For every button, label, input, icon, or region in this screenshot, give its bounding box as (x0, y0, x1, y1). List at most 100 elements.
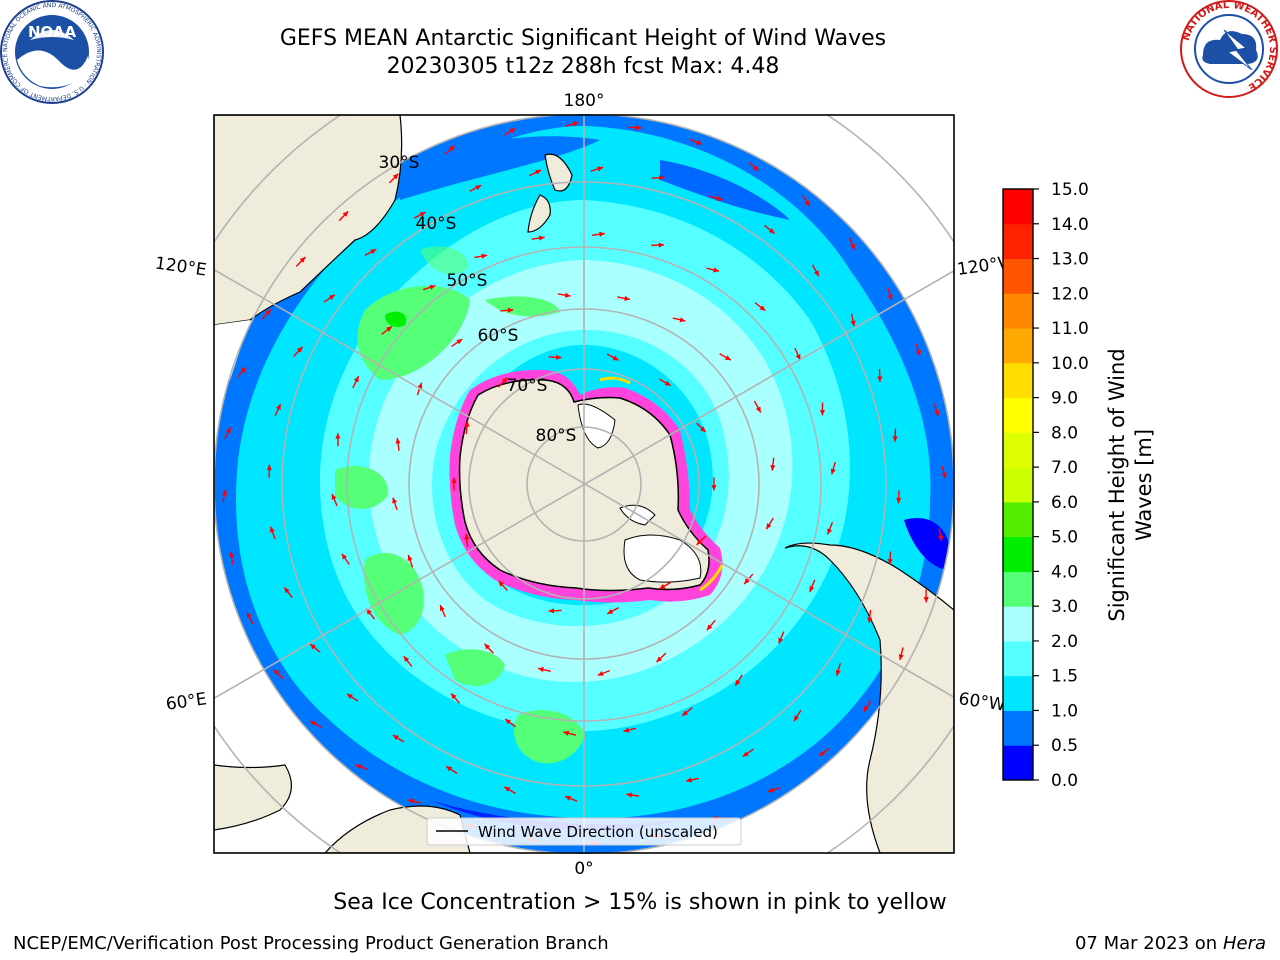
colorbar-segment (1003, 189, 1033, 225)
wave-arrow-head (355, 764, 362, 770)
wave-arrow-head (658, 175, 665, 181)
colorbar-tick-label: 0.5 (1051, 736, 1078, 756)
wave-arrow-head (392, 497, 398, 504)
wave-arrow-head (265, 309, 271, 316)
colorbar-tick-label: 0.0 (1051, 771, 1078, 791)
colorbar-segment (1003, 710, 1033, 746)
wave-arrow-head (564, 292, 571, 298)
colorbar-tick-label: 1.5 (1051, 667, 1078, 687)
colorbar-segment (1003, 223, 1033, 260)
colorbar-segment (1003, 293, 1033, 329)
wave-arrow-head (439, 605, 445, 612)
lon-label-60w: 60°W (957, 689, 1006, 715)
lat-label-30s: 30°S (379, 153, 420, 173)
wave-arrow-head (827, 528, 833, 535)
wave-arrow-head (835, 669, 841, 676)
wave-arrow-head (809, 585, 815, 592)
producer-credit: NCEP/EMC/Verification Post Processing Pr… (13, 933, 609, 954)
wave-arrow-head (767, 787, 774, 793)
wave-arrow-head (766, 523, 772, 530)
wave-arrow-head (819, 750, 825, 756)
colorbar-label-line2: Waves [m] (1132, 429, 1156, 541)
wave-arrow-head (664, 380, 671, 386)
wave-arrow-head (706, 624, 713, 631)
wave-arrow-head (778, 637, 784, 644)
wave-arrow-head (768, 228, 775, 234)
wave-arrow-head (759, 305, 766, 311)
wave-arrow-head (548, 608, 555, 614)
colorbar: 0.0 0.5 1.0 1.5 2.0 3.0 4.0 5.0 6.0 7.0 8.0 9.0 10.0… (1003, 180, 1089, 791)
wave-arrow-head (850, 243, 855, 250)
wave-arrow-head (538, 235, 545, 241)
wave-arrow-head (742, 751, 749, 757)
wave-arrow-head (682, 710, 689, 716)
colorbar-segment (1003, 258, 1033, 294)
colorbar-label-line1: Significant Height of Wind (1105, 348, 1129, 621)
run-date: 07 Mar 2023 on Hera (1075, 933, 1266, 954)
wave-arrow-head (804, 200, 810, 207)
colorbar-tick-label: 12.0 (1051, 284, 1089, 304)
map-frame (213, 114, 955, 854)
wave-arrow-head (505, 719, 511, 725)
wave-arrow-head (386, 326, 392, 332)
wave-arrow-head (370, 249, 377, 255)
wave-arrow-head (273, 669, 280, 676)
wave-arrow-head (464, 421, 470, 427)
wave-arrow-head (451, 477, 457, 483)
wave-arrow-head (597, 670, 604, 676)
run-date-text: 07 Mar 2023 on (1074, 933, 1218, 954)
wave-arrow-head (266, 464, 272, 471)
wave-arrow-head (700, 426, 706, 433)
colorbar-tick-label: 10.0 (1051, 354, 1089, 374)
lon-label-180: 180° (564, 91, 605, 111)
wave-arrow-head (446, 766, 453, 772)
nws-logo: NATIONAL WEATHER SERVICE (1180, 0, 1278, 98)
wave-arrow-head (504, 786, 511, 792)
colorbar-segment (1003, 536, 1033, 572)
wave-arrow-head (612, 355, 619, 361)
wave-arrow-head (793, 715, 800, 722)
wave-arrow-head (696, 139, 703, 145)
noaa-logo-text: NOAA (28, 23, 77, 41)
wave-arrow-head (456, 339, 463, 345)
wave-arrow-head (863, 705, 869, 712)
map-title: GEFS MEAN Antarctic Significant Height o… (279, 26, 887, 51)
wave-arrow-head (934, 410, 940, 417)
colorbar-segment (1003, 571, 1033, 607)
sea-ice-note: Sea Ice Concentration > 15% is shown in … (333, 890, 947, 915)
lon-label-0: 0° (574, 859, 593, 879)
colorbar-segment (1003, 640, 1033, 677)
wave-arrow-head (658, 242, 665, 248)
wave-arrow-head (696, 539, 703, 545)
wave-arrow-head (635, 125, 642, 131)
wave-arrow-head (509, 128, 516, 134)
wave-arrow-head (724, 355, 731, 361)
wave-arrow-head (941, 472, 947, 479)
wave-arrow-head (752, 165, 759, 171)
wave-arrow-head (310, 644, 316, 650)
wave-arrow-head (310, 721, 317, 727)
wave-arrow-head (407, 555, 413, 561)
colorbar-outline (1002, 188, 1034, 781)
graticule (214, 115, 954, 853)
colorbar-segment (1003, 606, 1033, 642)
wave-arrow-head (795, 353, 801, 360)
wave-arrow-head (341, 553, 348, 560)
wave-arrow-head (563, 730, 570, 736)
wave-arrow-head (228, 551, 235, 558)
wave-arrow-head (572, 121, 579, 127)
wave-arrow-head (623, 727, 630, 733)
colorbar-segment (1003, 675, 1033, 711)
wave-arrow-head (813, 270, 819, 277)
wave-arrow-head (501, 377, 508, 384)
wave-arrow-head (565, 795, 572, 801)
wave-arrow-head (556, 354, 562, 360)
lon-label-120e: 120°E (154, 254, 208, 281)
colorbar-segment (1003, 745, 1033, 781)
colorbar-tick-label: 4.0 (1051, 562, 1078, 582)
wave-arrow-head (392, 735, 399, 741)
colorbar-tick-label: 13.0 (1051, 250, 1089, 270)
wave-arrow-head (716, 195, 723, 201)
wave-arrow-head (335, 433, 341, 439)
colorbar-tick-label: 7.0 (1051, 458, 1078, 478)
